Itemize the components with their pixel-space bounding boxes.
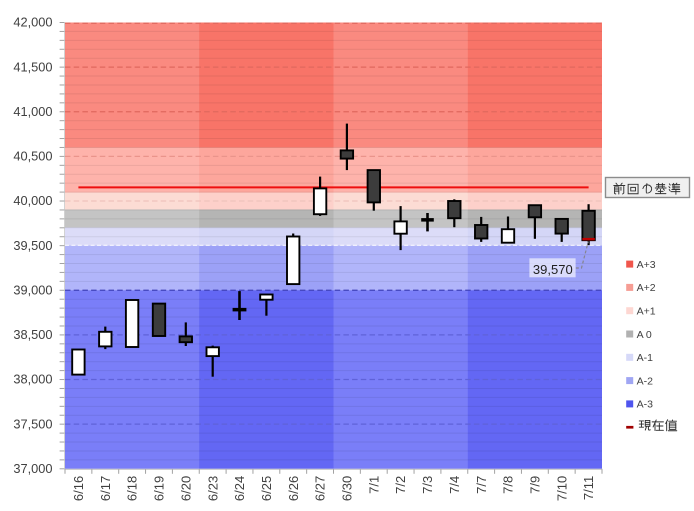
svg-text:37,000: 37,000 [13, 461, 52, 476]
svg-text:41,000: 41,000 [13, 104, 52, 119]
svg-text:6/19: 6/19 [152, 476, 167, 501]
svg-text:7/8: 7/8 [501, 476, 516, 494]
svg-text:A+1: A+1 [637, 306, 656, 318]
svg-text:6/25: 6/25 [259, 476, 274, 501]
svg-text:A-3: A-3 [637, 399, 654, 411]
svg-text:A-1: A-1 [637, 352, 654, 364]
svg-text:39,000: 39,000 [13, 283, 52, 298]
svg-text:A+2: A+2 [637, 282, 656, 294]
svg-text:A-2: A-2 [637, 375, 654, 387]
svg-text:42,000: 42,000 [13, 15, 52, 30]
svg-text:6/20: 6/20 [178, 476, 193, 501]
svg-text:41,500: 41,500 [13, 59, 52, 74]
svg-text:7/9: 7/9 [528, 476, 543, 494]
svg-text:7/7: 7/7 [474, 476, 489, 494]
svg-text:6/30: 6/30 [340, 476, 355, 501]
svg-text:6/26: 6/26 [286, 476, 301, 501]
svg-text:6/23: 6/23 [205, 476, 220, 501]
svg-text:7/3: 7/3 [420, 476, 435, 494]
svg-text:38,500: 38,500 [13, 327, 52, 342]
svg-text:A+3: A+3 [637, 259, 656, 271]
svg-text:6/24: 6/24 [232, 476, 247, 501]
svg-text:A 0: A 0 [637, 329, 652, 341]
svg-text:40,000: 40,000 [13, 193, 52, 208]
svg-text:6/18: 6/18 [125, 476, 140, 501]
svg-text:7/10: 7/10 [554, 476, 569, 501]
svg-text:38,000: 38,000 [13, 372, 52, 387]
svg-text:7/11: 7/11 [581, 476, 596, 500]
svg-text:7/4: 7/4 [447, 476, 462, 494]
svg-text:7/1: 7/1 [366, 476, 381, 494]
svg-text:6/27: 6/27 [313, 476, 328, 501]
svg-text:6/16: 6/16 [71, 476, 86, 501]
svg-text:39,570: 39,570 [533, 262, 573, 277]
svg-text:37,500: 37,500 [13, 416, 52, 431]
svg-text:40,500: 40,500 [13, 149, 52, 164]
svg-text:6/17: 6/17 [98, 476, 113, 501]
svg-text:7/2: 7/2 [393, 476, 408, 494]
svg-text:39,500: 39,500 [13, 238, 52, 253]
